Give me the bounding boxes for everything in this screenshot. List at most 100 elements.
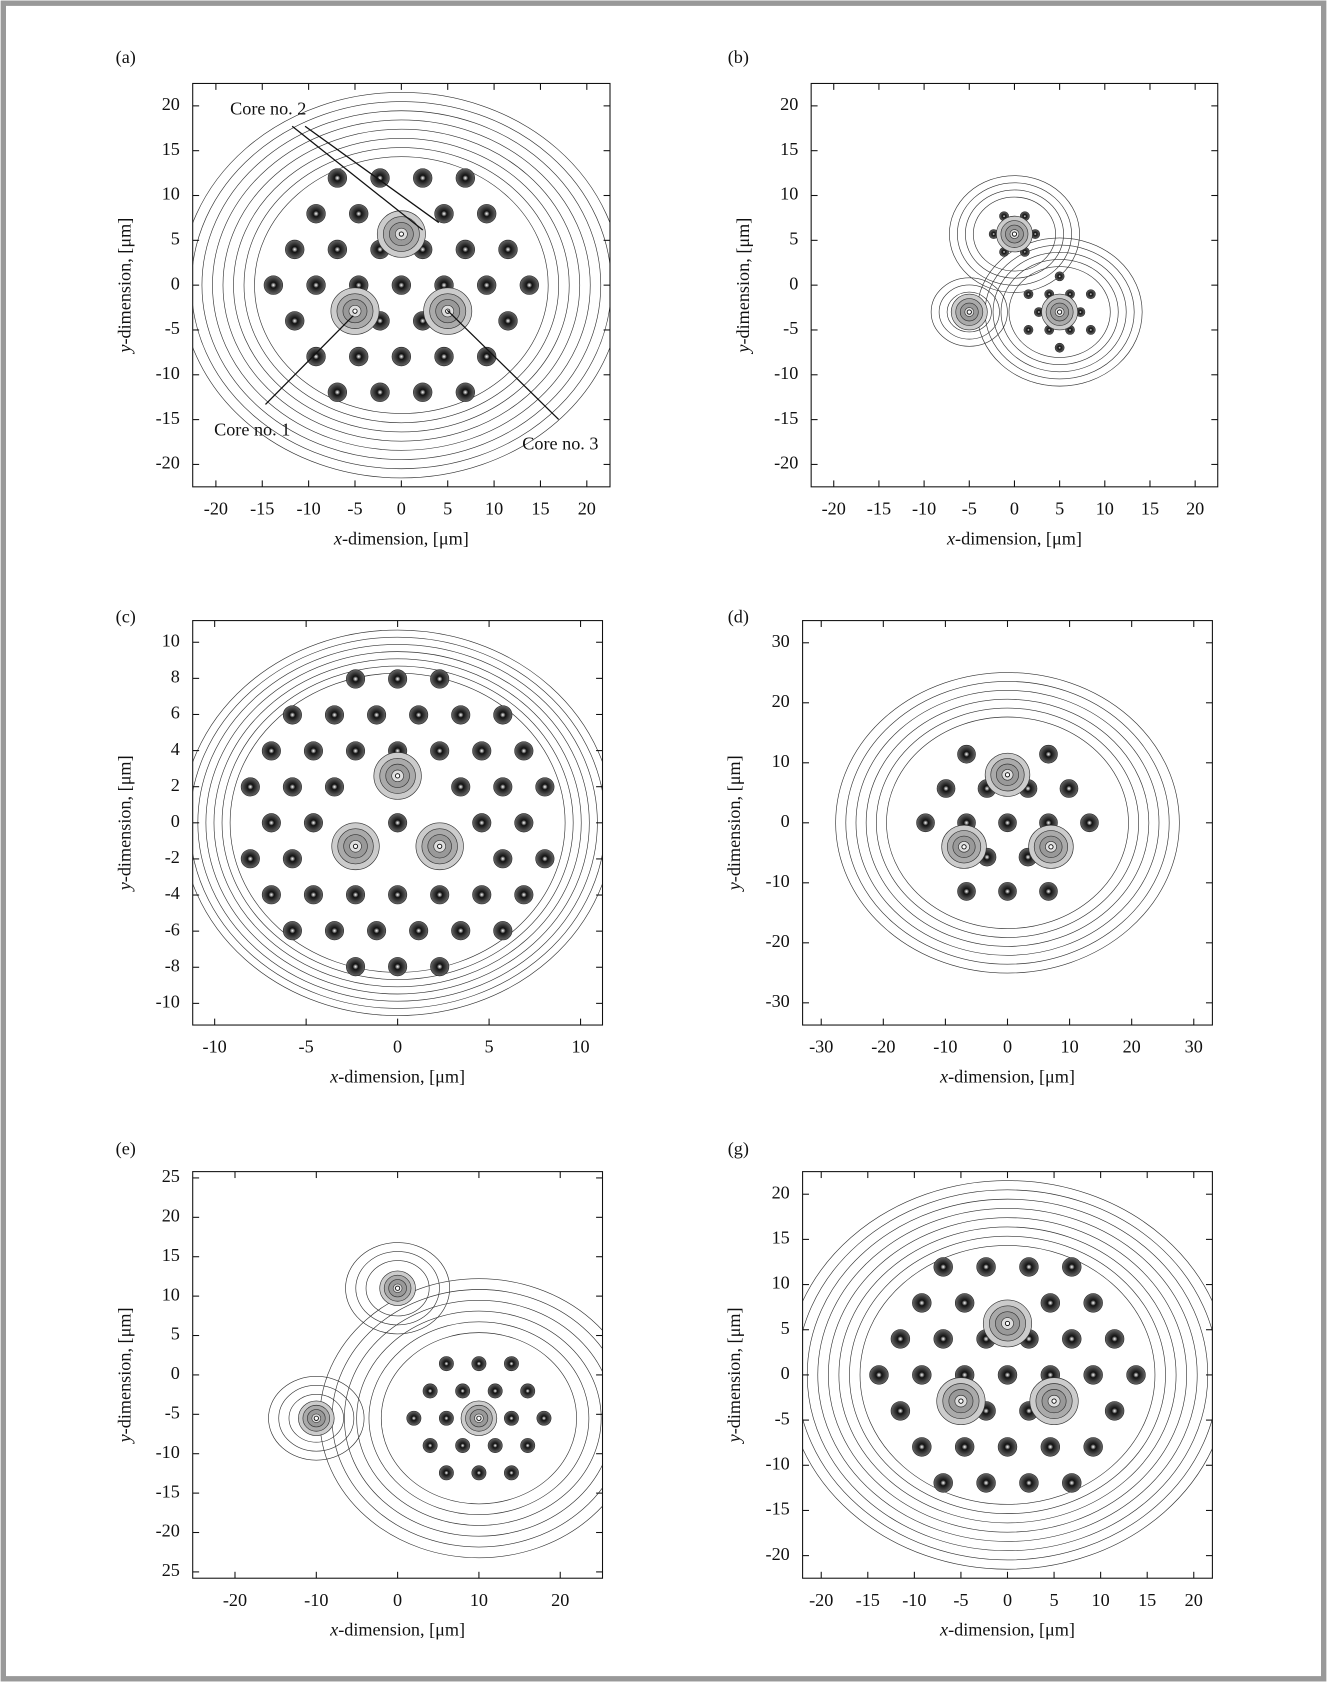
air-hole	[303, 741, 323, 761]
y-tick-label: -5	[775, 1408, 790, 1428]
axis-label-text: -dimension, [μm]	[724, 755, 744, 882]
air-hole	[388, 813, 408, 833]
air-hole	[306, 346, 326, 367]
air-hole	[504, 1410, 519, 1426]
panel-label: (g)	[728, 1138, 749, 1159]
annotation: Core no. 1	[214, 419, 290, 439]
core-center	[352, 308, 358, 314]
core-center	[1051, 1398, 1057, 1404]
contour-line	[886, 716, 1129, 929]
x-tick-label: -10	[203, 1037, 227, 1057]
core-center	[313, 1415, 319, 1421]
air-hole	[327, 168, 348, 188]
contour-line	[213, 658, 582, 988]
air-hole	[493, 921, 513, 941]
x-tick-label: 20	[1123, 1037, 1141, 1057]
contour-plot	[268, 1242, 603, 1559]
contour-line	[222, 128, 581, 442]
air-hole	[430, 957, 450, 977]
y-tick-label: 20	[772, 691, 790, 711]
contour-line	[368, 1321, 590, 1515]
x-tick-label: 0	[1003, 1037, 1012, 1057]
y-tick-label: 10	[772, 1273, 790, 1293]
air-hole	[430, 885, 450, 905]
y-tick-label: -10	[156, 1442, 180, 1462]
air-hole	[535, 849, 555, 869]
x-tick-label: 0	[1010, 499, 1019, 519]
air-hole	[422, 1383, 438, 1399]
air-hole	[514, 813, 534, 833]
panel: (e)-20 -10 0 10 202520151050-5-10-15-2025x-d…	[115, 1138, 604, 1640]
air-hole	[434, 204, 454, 224]
core-center	[437, 843, 443, 849]
air-hole	[391, 275, 412, 295]
x-tick-label: -5	[347, 499, 362, 519]
x-tick-label: 10	[1061, 1037, 1079, 1057]
axis-label-text: -dimension, [μm]	[338, 1620, 465, 1640]
air-hole	[261, 885, 281, 905]
y-axis-label: y-dimension, [μm]	[733, 218, 753, 355]
air-hole	[957, 744, 976, 764]
y-tick-label: -20	[766, 931, 790, 951]
air-hole	[477, 346, 497, 367]
air-hole	[520, 1438, 536, 1453]
panel-label: (d)	[728, 607, 749, 628]
air-hole	[282, 849, 302, 869]
air-hole	[282, 921, 302, 941]
air-hole	[471, 1465, 487, 1481]
x-tick-label: -20	[871, 1037, 895, 1057]
x-tick-label: 20	[1186, 499, 1204, 519]
panel-label: (c)	[116, 607, 136, 628]
y-tick-label: 10	[162, 630, 180, 650]
y-tick-label: 0	[171, 811, 180, 831]
y-tick-label: -15	[156, 408, 180, 428]
air-hole	[498, 311, 518, 331]
contour-plot	[192, 92, 611, 479]
panel-label: (e)	[116, 1138, 136, 1159]
core-center	[958, 1398, 964, 1404]
core-center	[395, 1285, 401, 1291]
x-axis-label: x-dimension, [μm]	[329, 1067, 465, 1087]
axis-variable: y	[724, 1433, 744, 1444]
air-hole	[504, 1465, 519, 1481]
air-hole	[413, 382, 433, 402]
x-tick-label: -10	[304, 1590, 328, 1610]
air-hole	[493, 705, 513, 725]
axis-variable: x	[329, 1620, 338, 1640]
air-hole	[954, 1293, 975, 1313]
air-hole	[936, 779, 956, 798]
x-tick-label: 0	[1003, 1590, 1012, 1610]
contour-line	[865, 698, 1150, 947]
x-tick-label: 15	[531, 499, 549, 519]
x-tick-label: 20	[1185, 1590, 1203, 1610]
y-tick-label: 5	[171, 1324, 180, 1344]
y-tick-label: -10	[774, 363, 798, 383]
axis-label-text: -dimension, [μm]	[955, 529, 1082, 549]
contour-line	[356, 1310, 602, 1526]
y-tick-label: -15	[156, 1481, 180, 1501]
y-tick-label: 20	[780, 94, 798, 114]
air-hole	[282, 777, 302, 797]
air-hole	[1019, 1473, 1039, 1493]
x-tick-label: 30	[1185, 1037, 1203, 1057]
axis-label-text: -dimension, [μm]	[115, 1307, 135, 1434]
y-tick-label: -5	[165, 1402, 180, 1422]
air-hole	[1040, 1293, 1061, 1313]
air-hole	[1083, 1437, 1103, 1457]
contour-line	[192, 92, 611, 479]
contour-line	[365, 1260, 430, 1317]
air-hole	[472, 813, 492, 833]
y-axis-label: y-dimension, [μm]	[724, 755, 744, 892]
air-hole	[409, 921, 429, 941]
x-tick-label: 10	[1092, 1590, 1110, 1610]
air-hole	[303, 885, 323, 905]
air-hole	[409, 705, 429, 725]
y-axis-label: y-dimension, [μm]	[115, 218, 135, 355]
axis-variable: y	[115, 881, 135, 892]
contour-line	[201, 110, 602, 460]
air-hole	[282, 705, 302, 725]
y-tick-label: 0	[171, 273, 180, 293]
air-hole	[869, 1365, 889, 1385]
contour-line	[268, 1376, 365, 1461]
axis-label-text: -dimension, [μm]	[733, 218, 753, 345]
